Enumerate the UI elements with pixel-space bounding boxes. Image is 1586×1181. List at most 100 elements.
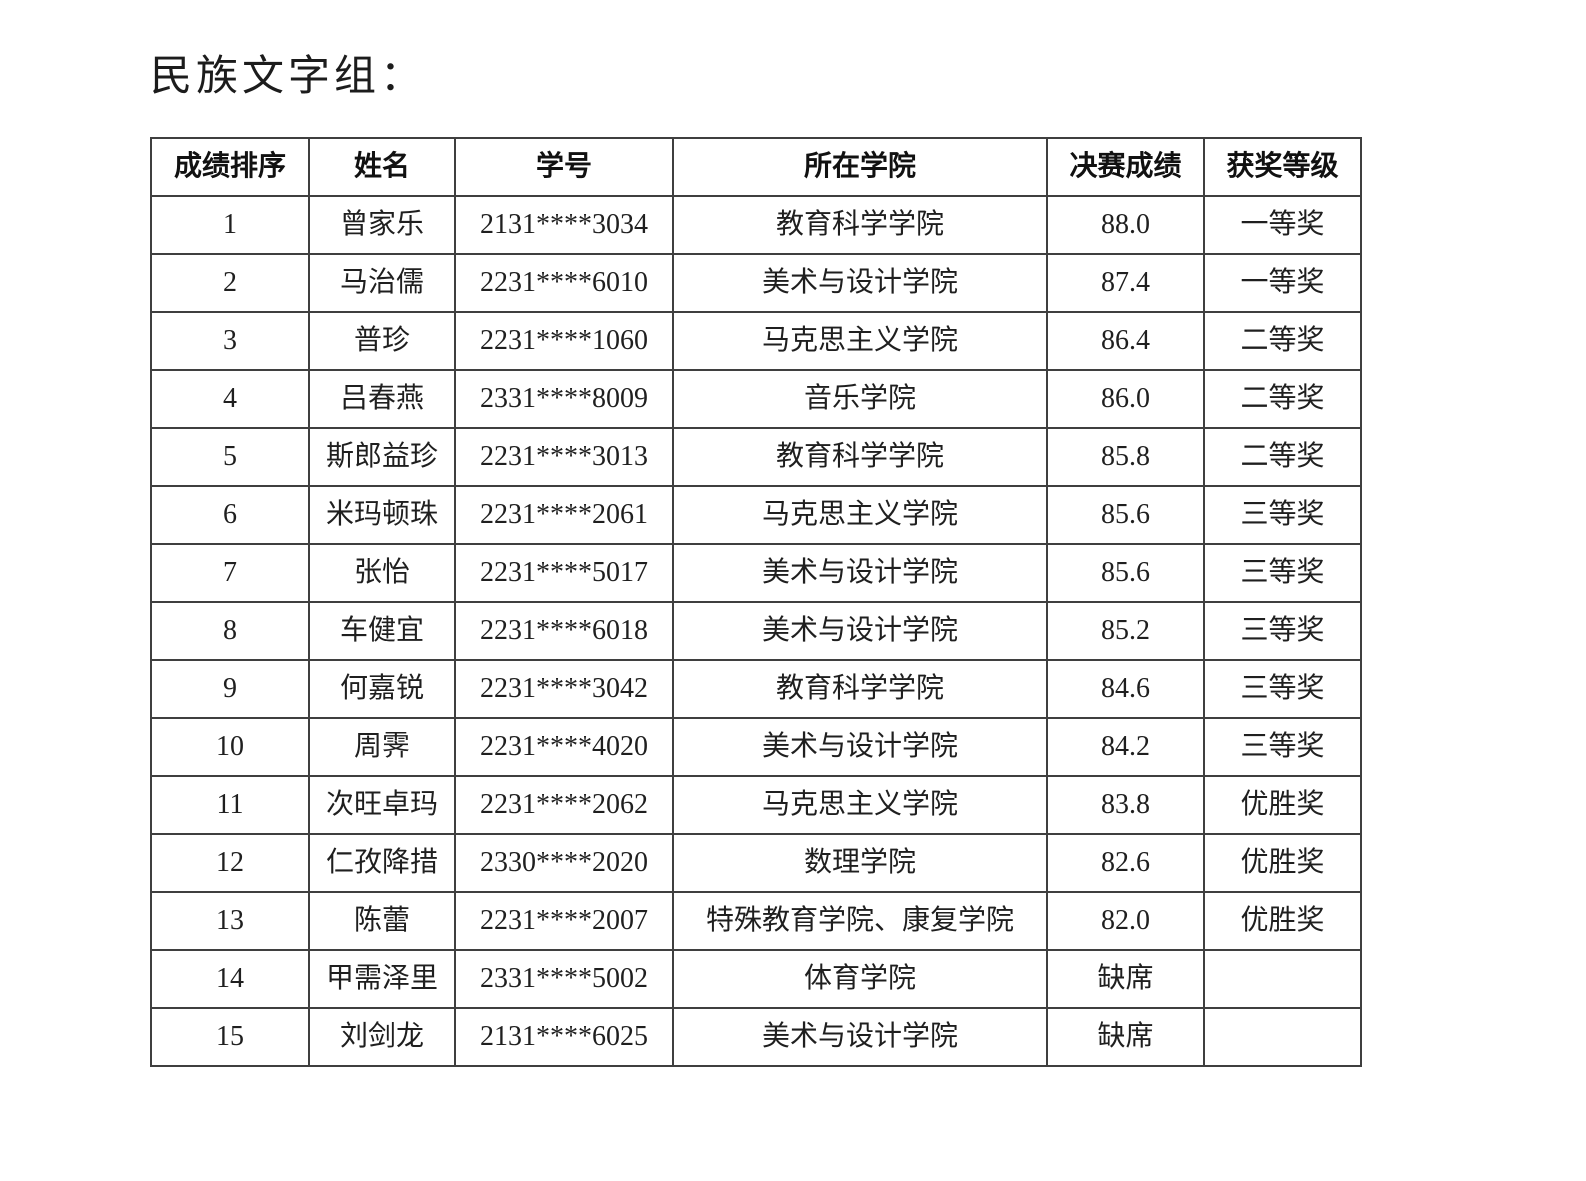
table-row: 10 周霁 2231****4020 美术与设计学院 84.2 三等奖 — [150, 717, 1362, 777]
table-row: 14 甲需泽里 2331****5002 体育学院 缺席 — [150, 949, 1362, 1009]
cell-student-id: 2231****6018 — [454, 601, 674, 661]
table-body: 1 曾家乐 2131****3034 教育科学学院 88.0 一等奖 2 马治儒 2231***… — [150, 195, 1362, 1067]
cell-award — [1203, 1007, 1362, 1067]
cell-college: 教育科学学院 — [672, 195, 1048, 255]
header-college: 所在学院 — [672, 137, 1048, 197]
cell-rank: 10 — [150, 717, 310, 777]
cell-student-id: 2231****3013 — [454, 427, 674, 487]
cell-college: 音乐学院 — [672, 369, 1048, 429]
cell-college: 教育科学学院 — [672, 659, 1048, 719]
table-row: 11 次旺卓玛 2231****2062 马克思主义学院 83.8 优胜奖 — [150, 775, 1362, 835]
results-table: 成绩排序 姓名 学号 所在学院 决赛成绩 获奖等级 1 曾家乐 2131****30… — [150, 137, 1362, 1067]
cell-score: 86.4 — [1046, 311, 1205, 371]
cell-score: 85.6 — [1046, 543, 1205, 603]
table-head: 成绩排序 姓名 学号 所在学院 决赛成绩 获奖等级 — [150, 137, 1362, 197]
cell-score: 82.0 — [1046, 891, 1205, 951]
cell-award: 三等奖 — [1203, 717, 1362, 777]
cell-score: 88.0 — [1046, 195, 1205, 255]
cell-name: 次旺卓玛 — [308, 775, 456, 835]
cell-award: 优胜奖 — [1203, 775, 1362, 835]
cell-college: 体育学院 — [672, 949, 1048, 1009]
cell-name: 刘剑龙 — [308, 1007, 456, 1067]
cell-rank: 9 — [150, 659, 310, 719]
cell-score: 82.6 — [1046, 833, 1205, 893]
cell-student-id: 2231****2007 — [454, 891, 674, 951]
cell-student-id: 2131****3034 — [454, 195, 674, 255]
cell-name: 甲需泽里 — [308, 949, 456, 1009]
cell-award: 二等奖 — [1203, 311, 1362, 371]
cell-name: 米玛顿珠 — [308, 485, 456, 545]
cell-rank: 14 — [150, 949, 310, 1009]
cell-name: 车健宜 — [308, 601, 456, 661]
cell-name: 马治儒 — [308, 253, 456, 313]
cell-name: 仁孜降措 — [308, 833, 456, 893]
cell-award: 优胜奖 — [1203, 833, 1362, 893]
cell-award: 一等奖 — [1203, 253, 1362, 313]
cell-score: 84.2 — [1046, 717, 1205, 777]
cell-name: 张怡 — [308, 543, 456, 603]
cell-student-id: 2231****2062 — [454, 775, 674, 835]
cell-student-id: 2331****8009 — [454, 369, 674, 429]
cell-rank: 11 — [150, 775, 310, 835]
cell-score: 84.6 — [1046, 659, 1205, 719]
cell-student-id: 2231****5017 — [454, 543, 674, 603]
cell-college: 特殊教育学院、康复学院 — [672, 891, 1048, 951]
cell-college: 教育科学学院 — [672, 427, 1048, 487]
cell-award — [1203, 949, 1362, 1009]
cell-name: 陈蕾 — [308, 891, 456, 951]
table-row: 2 马治儒 2231****6010 美术与设计学院 87.4 一等奖 — [150, 253, 1362, 313]
cell-score: 86.0 — [1046, 369, 1205, 429]
header-rank: 成绩排序 — [150, 137, 310, 197]
cell-rank: 15 — [150, 1007, 310, 1067]
cell-college: 马克思主义学院 — [672, 311, 1048, 371]
cell-score: 缺席 — [1046, 1007, 1205, 1067]
cell-award: 三等奖 — [1203, 601, 1362, 661]
table-row: 4 吕春燕 2331****8009 音乐学院 86.0 二等奖 — [150, 369, 1362, 429]
page-title: 民族文字组： — [150, 54, 427, 100]
table-row: 12 仁孜降措 2330****2020 数理学院 82.6 优胜奖 — [150, 833, 1362, 893]
table-row: 3 普珍 2231****1060 马克思主义学院 86.4 二等奖 — [150, 311, 1362, 371]
cell-score: 85.2 — [1046, 601, 1205, 661]
cell-rank: 5 — [150, 427, 310, 487]
header-award: 获奖等级 — [1203, 137, 1362, 197]
cell-name: 普珍 — [308, 311, 456, 371]
cell-rank: 1 — [150, 195, 310, 255]
cell-award: 一等奖 — [1203, 195, 1362, 255]
cell-college: 美术与设计学院 — [672, 601, 1048, 661]
cell-student-id: 2330****2020 — [454, 833, 674, 893]
cell-award: 三等奖 — [1203, 659, 1362, 719]
header-student-id: 学号 — [454, 137, 674, 197]
cell-college: 美术与设计学院 — [672, 543, 1048, 603]
cell-student-id: 2231****3042 — [454, 659, 674, 719]
table-row: 6 米玛顿珠 2231****2061 马克思主义学院 85.6 三等奖 — [150, 485, 1362, 545]
cell-college: 美术与设计学院 — [672, 717, 1048, 777]
cell-student-id: 2231****1060 — [454, 311, 674, 371]
cell-college: 美术与设计学院 — [672, 253, 1048, 313]
cell-award: 二等奖 — [1203, 369, 1362, 429]
cell-rank: 6 — [150, 485, 310, 545]
table-header-row: 成绩排序 姓名 学号 所在学院 决赛成绩 获奖等级 — [150, 137, 1362, 197]
table-row: 13 陈蕾 2231****2007 特殊教育学院、康复学院 82.0 优胜奖 — [150, 891, 1362, 951]
cell-rank: 8 — [150, 601, 310, 661]
table-row: 5 斯郎益珍 2231****3013 教育科学学院 85.8 二等奖 — [150, 427, 1362, 487]
cell-name: 斯郎益珍 — [308, 427, 456, 487]
cell-rank: 3 — [150, 311, 310, 371]
cell-college: 马克思主义学院 — [672, 775, 1048, 835]
cell-score: 缺席 — [1046, 949, 1205, 1009]
cell-student-id: 2231****6010 — [454, 253, 674, 313]
cell-rank: 13 — [150, 891, 310, 951]
cell-name: 吕春燕 — [308, 369, 456, 429]
header-name: 姓名 — [308, 137, 456, 197]
cell-award: 三等奖 — [1203, 543, 1362, 603]
cell-student-id: 2231****2061 — [454, 485, 674, 545]
cell-college: 马克思主义学院 — [672, 485, 1048, 545]
cell-college: 数理学院 — [672, 833, 1048, 893]
cell-rank: 7 — [150, 543, 310, 603]
cell-score: 87.4 — [1046, 253, 1205, 313]
cell-award: 优胜奖 — [1203, 891, 1362, 951]
cell-award: 三等奖 — [1203, 485, 1362, 545]
cell-name: 周霁 — [308, 717, 456, 777]
table-row: 8 车健宜 2231****6018 美术与设计学院 85.2 三等奖 — [150, 601, 1362, 661]
cell-score: 83.8 — [1046, 775, 1205, 835]
